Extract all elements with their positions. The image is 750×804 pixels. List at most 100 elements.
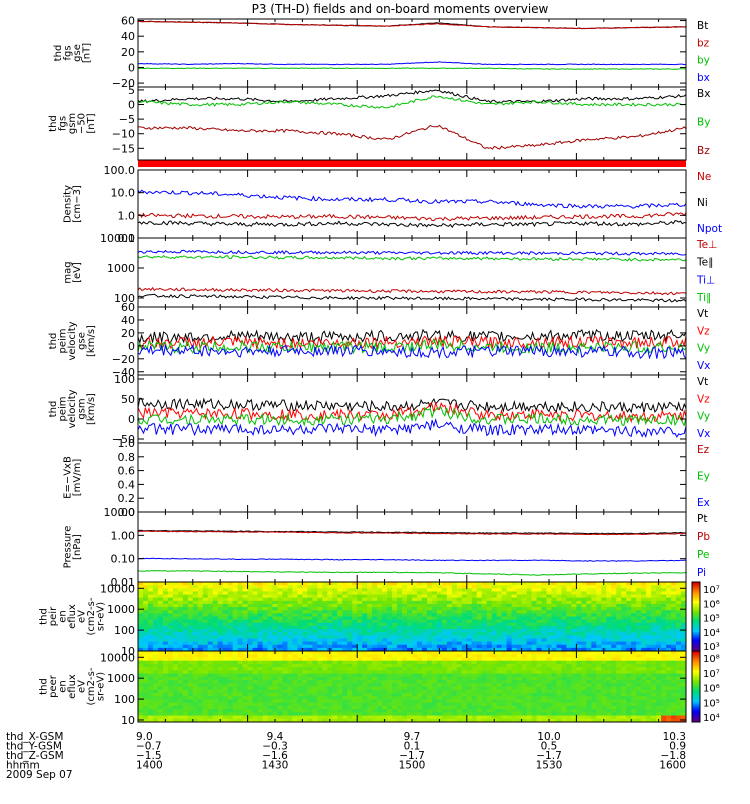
date-label: 2009 Sep 07 xyxy=(6,769,73,781)
panel-6: 100500−50VtVzVyVxthdpeimvelocitygsm[km/s… xyxy=(48,373,710,446)
legend-entry: Vz xyxy=(697,393,710,405)
y-tick-label: 10 xyxy=(121,714,135,727)
legend-entry: Ni xyxy=(697,197,708,209)
panel-frame xyxy=(138,238,686,307)
legend-entry: Vy xyxy=(697,343,710,355)
legend-entry: Bt xyxy=(697,20,708,32)
y-tick-label: 0 xyxy=(128,340,135,353)
legend-entry: Pt xyxy=(697,513,707,525)
colorbar-tick-label: 10⁶ xyxy=(703,599,720,610)
y-tick-label: 10.0 xyxy=(111,187,136,200)
y-tick-label: 40 xyxy=(121,314,135,327)
series-line-Bz xyxy=(138,125,686,149)
colorbar-tick-label: 10³ xyxy=(703,642,720,653)
legend-entry: Te∥ xyxy=(696,257,713,269)
series-line-bx xyxy=(138,62,686,65)
legend-entry: Ne xyxy=(697,171,711,183)
colorbar-tick-label: 10⁴ xyxy=(703,628,720,639)
legend-entry: Vx xyxy=(697,428,710,440)
legend-entry: Pi xyxy=(697,567,706,579)
panel-9: 1000010001001010⁷10⁶10⁵10⁴10³thdpeirenef… xyxy=(39,582,720,658)
legend-entry: By xyxy=(697,117,710,129)
y-tick-label: 100.0 xyxy=(104,164,136,177)
y-tick-label: 10.00 xyxy=(104,506,136,519)
figure-title: P3 (TH-D) fields and on-board moments ov… xyxy=(252,2,549,16)
y-label-line: [nPa] xyxy=(72,534,83,560)
ephemeris-value: 1430 xyxy=(262,760,289,772)
series-line-Pi xyxy=(138,558,686,561)
y-tick-label: 60 xyxy=(121,15,135,28)
y-tick-label: 0 xyxy=(128,413,135,426)
colorbar-tick-label: 10⁶ xyxy=(703,684,720,695)
y-tick-label: 1.0 xyxy=(118,209,136,222)
colorbar-tick-label: 10⁸ xyxy=(703,654,720,665)
series-line-Te∥ xyxy=(138,294,686,302)
colorbar-tick-label: 10⁷ xyxy=(703,585,720,596)
y-tick-label: 0 xyxy=(128,99,135,112)
series-line-by xyxy=(138,68,686,69)
y-tick-label: 10000 xyxy=(100,651,135,664)
y-tick-label: 10000 xyxy=(100,232,135,245)
y-label-line: sr-eV) xyxy=(96,672,107,701)
ephemeris-value: 1530 xyxy=(536,760,563,772)
y-axis-label: mag[eV] xyxy=(62,261,83,283)
y-tick-label: 20 xyxy=(121,46,135,59)
spectrogram xyxy=(138,651,687,723)
y-axis-label: Pressure[nPa] xyxy=(62,526,83,569)
panel-frame xyxy=(138,375,686,443)
y-tick-label: 0.4 xyxy=(118,478,136,491)
y-tick-label: 50 xyxy=(121,393,135,406)
colorbar-tick-label: 10⁵ xyxy=(703,698,720,709)
ephemeris-value: 1400 xyxy=(136,760,163,772)
legend-entry: Ex xyxy=(697,497,710,509)
legend-entry: Ti∥ xyxy=(696,292,711,304)
colorbar-tick-label: 10⁵ xyxy=(703,614,720,625)
y-tick-label: −20 xyxy=(112,353,135,366)
y-tick-label: 0.8 xyxy=(118,451,136,464)
legend-entry: Vt xyxy=(697,308,708,320)
ephemeris-value: 1500 xyxy=(399,760,426,772)
legend-entry: Npot xyxy=(697,223,722,235)
legend-entry: Vt xyxy=(697,376,708,388)
y-tick-label: 10000 xyxy=(100,582,135,595)
y-tick-label: −15 xyxy=(112,142,135,155)
colorbar-tick-label: 10⁴ xyxy=(703,713,720,724)
y-label-line: [mV/m] xyxy=(72,459,83,497)
y-tick-label: 100 xyxy=(114,624,135,637)
series-line-Ti⊥ xyxy=(138,250,686,255)
y-tick-label: 60 xyxy=(121,301,135,314)
y-tick-label: 100 xyxy=(114,693,135,706)
colorbar-tick-label: 10⁷ xyxy=(703,669,720,680)
y-tick-label: 5 xyxy=(128,84,135,97)
y-tick-label: 20 xyxy=(121,327,135,340)
panel-10: 1000010001001010⁸10⁷10⁶10⁵10⁴thdpeerenef… xyxy=(39,651,720,727)
y-tick-label: −10 xyxy=(112,128,135,141)
series-line-Vt xyxy=(138,330,686,343)
flag-bar xyxy=(138,160,686,167)
y-tick-label: 1000 xyxy=(107,672,135,685)
y-tick-label: 1.0 xyxy=(118,437,136,450)
legend-entry: Vx xyxy=(697,360,710,372)
y-label-line: [km/s] xyxy=(86,393,97,425)
y-tick-label: 0.6 xyxy=(118,465,136,478)
y-label-line: [eV] xyxy=(72,262,83,283)
series-line-Ti∥ xyxy=(138,256,686,261)
series-line-Pb xyxy=(138,531,686,535)
ephemeris-value: 1600 xyxy=(659,760,686,772)
y-tick-label: −5 xyxy=(119,113,135,126)
series-line-Te⊥ xyxy=(138,288,686,295)
y-axis-label: Density[cm−3] xyxy=(62,185,83,223)
panel-frame xyxy=(138,19,686,87)
y-label-line: sr-eV) xyxy=(96,602,107,631)
